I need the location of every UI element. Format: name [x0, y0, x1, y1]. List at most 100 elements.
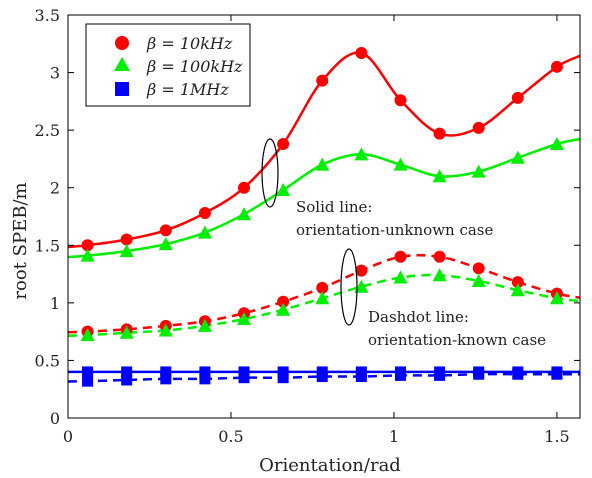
data-point-s0-9	[433, 127, 446, 140]
data-point-s2-0	[82, 366, 94, 378]
legend-label-1mhz: β = 1MHz	[146, 80, 229, 99]
data-point-s0-5	[277, 137, 290, 150]
data-point-s0-2	[159, 224, 172, 237]
data-point-s0-11	[511, 91, 524, 104]
data-point-s5-5	[277, 372, 289, 384]
data-point-s3-9	[433, 250, 446, 263]
data-point-s1-3	[197, 225, 212, 239]
data-point-s1-9	[432, 169, 447, 183]
x-tick-label: 1.5	[544, 427, 569, 446]
data-point-s1-12	[549, 136, 564, 150]
y-tick-label: 3.5	[35, 6, 60, 25]
data-point-s0-10	[472, 121, 485, 134]
data-point-s0-3	[198, 207, 211, 220]
data-point-s3-11	[511, 276, 524, 289]
data-point-s1-4	[237, 207, 252, 221]
x-tick-label: 0	[63, 427, 73, 446]
data-point-s1-1	[119, 244, 134, 258]
tick-labels: 0 0.5 1 1.5 0 0.5 1 1.5 2 2.5 3 3.5	[35, 6, 570, 446]
data-point-s5-10	[473, 368, 485, 380]
data-point-s5-12	[551, 368, 563, 380]
data-point-s1-7	[354, 147, 369, 161]
data-point-s4-11	[510, 283, 525, 297]
data-point-s4-5	[276, 302, 291, 316]
y-tick-label: 2	[50, 179, 60, 198]
data-point-s0-0	[81, 239, 94, 252]
data-point-s4-0	[80, 328, 95, 342]
legend-label-100khz: β = 100kHz	[146, 57, 243, 76]
y-tick-label: 1	[50, 294, 60, 313]
annotation-solid-line-1: Solid line:	[296, 198, 372, 216]
y-tick-label: 2.5	[35, 121, 60, 140]
data-point-s5-7	[355, 371, 367, 383]
data-point-s2-2	[160, 366, 172, 378]
legend-marker-circle	[115, 36, 129, 50]
y-tick-label: 0.5	[35, 351, 60, 370]
axes	[67, 14, 581, 419]
data-point-s5-8	[394, 369, 406, 381]
data-point-s4-3	[197, 318, 212, 332]
data-point-s2-3	[199, 366, 211, 378]
x-tick-label: 1	[389, 427, 399, 446]
data-point-s5-9	[434, 369, 446, 381]
data-point-s2-1	[121, 366, 133, 378]
data-point-s5-2	[160, 373, 172, 385]
data-point-s5-3	[199, 373, 211, 385]
data-point-s3-6	[316, 281, 329, 294]
legend-box	[85, 23, 251, 107]
plot-frame	[67, 14, 581, 419]
annotation-ellipse-solid	[261, 138, 279, 208]
data-point-s4-9	[432, 268, 447, 282]
data-point-s0-7	[355, 46, 368, 59]
data-point-s1-6	[315, 157, 330, 171]
data-point-s4-7	[354, 279, 369, 293]
annotation-ellipse-dashed	[340, 248, 358, 326]
data-point-s4-8	[393, 270, 408, 284]
y-tick-label: 3	[50, 64, 60, 83]
y-tick-label: 1.5	[35, 236, 60, 255]
y-tick-label: 0	[50, 409, 60, 428]
annotation-solid-line-2: orientation-unknown case	[296, 221, 494, 239]
data-point-s1-10	[471, 164, 486, 178]
data-point-s1-11	[510, 150, 525, 164]
data-point-s3-5	[277, 295, 290, 308]
data-point-s5-4	[238, 372, 250, 384]
legend-marker-triangle	[114, 57, 130, 71]
data-point-s3-7	[355, 264, 368, 277]
data-point-s4-2	[158, 323, 173, 337]
annotation-dashed-line-2: orientation-known case	[368, 331, 546, 349]
y-axis-label: root SPEB/m	[10, 182, 31, 299]
series-line-5-dashed	[67, 372, 580, 383]
data-point-s1-2	[158, 237, 173, 251]
data-point-s5-1	[121, 374, 133, 386]
data-point-s0-8	[394, 94, 407, 107]
data-point-s5-11	[512, 368, 524, 380]
data-point-s4-1	[119, 325, 134, 339]
series-markers	[80, 46, 564, 387]
data-point-s1-5	[276, 183, 291, 197]
legend-marker-square	[115, 82, 129, 96]
data-point-s3-10	[472, 262, 485, 275]
data-point-s0-1	[120, 233, 133, 246]
data-point-s0-4	[238, 181, 251, 194]
data-point-s4-4	[237, 311, 252, 325]
data-point-s2-4	[238, 366, 250, 378]
series-line-3-dashed	[67, 253, 581, 334]
data-point-s1-0	[80, 248, 95, 262]
data-point-s2-5	[277, 366, 289, 378]
data-point-s1-8	[393, 157, 408, 171]
data-point-s4-6	[315, 291, 330, 305]
data-point-s4-10	[471, 273, 486, 287]
data-point-s4-12	[549, 291, 564, 305]
data-point-s0-12	[550, 60, 563, 73]
data-point-s3-8	[394, 250, 407, 263]
legend: β = 10kHz β = 100kHz β = 1MHz	[85, 23, 251, 107]
annotation-dashed-line-1: Dashdot line:	[368, 308, 469, 326]
data-point-s5-0	[82, 375, 94, 387]
x-tick-label: 0.5	[218, 427, 243, 446]
x-axis-label: Orientation/rad	[259, 455, 401, 476]
legend-label-10khz: β = 10kHz	[146, 34, 233, 53]
data-point-s5-6	[316, 371, 328, 383]
data-point-s0-6	[316, 74, 329, 87]
